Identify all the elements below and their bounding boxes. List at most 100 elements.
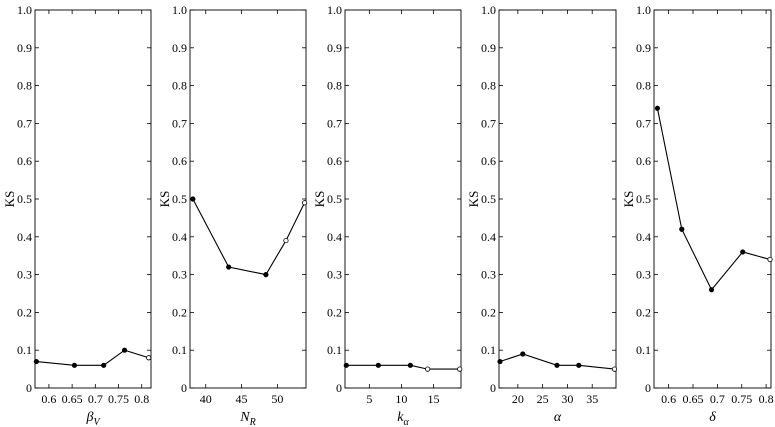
data-point — [740, 249, 746, 255]
y-tick-label: 0 — [26, 381, 32, 395]
y-tick-label: 0.2 — [636, 305, 651, 319]
data-point — [190, 196, 196, 202]
y-tick-label: 0.5 — [172, 192, 187, 206]
x-tick-label: 45 — [236, 392, 248, 406]
y-tick-label: 0.9 — [636, 41, 651, 55]
y-tick-label: 0.1 — [172, 343, 187, 357]
y-tick-label: 0.7 — [327, 116, 342, 130]
subplot-2: 0 0.1 0.2 0.3 0.4 0.5 0.6 0.7 0.8 0.9 1.0 40 45 50 KS N… — [157, 3, 308, 427]
x-tick-label: 25 — [537, 392, 549, 406]
y-tick-label: 0.3 — [17, 268, 32, 282]
data-point — [576, 362, 582, 368]
y-tick-label: 0.4 — [17, 230, 32, 244]
y-tick-label: 0.2 — [327, 305, 342, 319]
plot-frame — [344, 9, 462, 389]
x-tick-label: 0.65 — [62, 392, 83, 406]
y-tick-label: 0.4 — [172, 230, 187, 244]
y-tick-label: 0.7 — [636, 116, 651, 130]
series-line — [656, 108, 771, 291]
series-line — [192, 198, 306, 276]
subplot-3: 0 0.1 0.2 0.3 0.4 0.5 0.6 0.7 0.8 0.9 1.0 5 10 15 KS kα — [312, 3, 463, 427]
data-point — [554, 362, 560, 368]
plot-frame — [34, 9, 152, 389]
y-tick-label: 0 — [181, 381, 187, 395]
subplot-4: 0 0.1 0.2 0.3 0.4 0.5 0.6 0.7 0.8 0.9 1.0 20 25 30 35 K… — [466, 3, 618, 425]
y-tick-label: 0.8 — [327, 79, 342, 93]
data-point — [611, 366, 618, 372]
data-point — [654, 105, 661, 111]
y-tick-label: 0.1 — [481, 343, 496, 357]
y-tick-label: 0.6 — [636, 154, 651, 168]
y-tick-label: 0.9 — [17, 41, 32, 55]
y-tick-label: 0.3 — [172, 268, 187, 282]
y-tick-label: 0.3 — [327, 268, 342, 282]
x-tick-label: 5 — [366, 392, 372, 406]
y-tick-label: 0.6 — [172, 154, 187, 168]
data-point — [146, 355, 152, 361]
y-tick-label: 0.2 — [172, 305, 187, 319]
data-point — [301, 200, 308, 206]
x-tick-label: 0.75 — [108, 392, 129, 406]
y-tick-label: 0.5 — [327, 192, 342, 206]
y-tick-label: 0.8 — [481, 79, 496, 93]
y-axis-label: KS — [2, 191, 17, 208]
y-tick-label: 0.6 — [17, 154, 32, 168]
y-tick-label: 0 — [645, 381, 651, 395]
x-tick-label: 40 — [200, 392, 212, 406]
data-point — [71, 362, 78, 368]
data-point — [767, 256, 773, 263]
x-tick-label: 0.75 — [731, 392, 752, 406]
data-point — [457, 366, 463, 372]
plot-frame — [189, 9, 307, 389]
y-tick-label: 1.0 — [481, 3, 496, 17]
y-tick-label: 0.9 — [172, 41, 187, 55]
y-axis-label: KS — [621, 191, 636, 208]
x-axis-label: NR — [239, 410, 255, 427]
y-tick-label: 0.5 — [481, 192, 496, 206]
y-tick-label: 0.7 — [172, 116, 187, 130]
x-tick-label: 20 — [512, 392, 524, 406]
data-point — [407, 362, 413, 368]
y-tick-label: 0 — [490, 381, 496, 395]
data-point — [343, 362, 349, 368]
y-tick-label: 1.0 — [636, 3, 651, 17]
data-point — [708, 287, 715, 293]
y-tick-label: 0.4 — [327, 230, 342, 244]
data-point — [375, 362, 381, 368]
y-tick-label: 0.1 — [636, 343, 651, 357]
x-tick-label: 0.7 — [88, 392, 103, 406]
y-tick-label: 0.3 — [481, 268, 496, 282]
y-tick-label: 0.2 — [17, 305, 32, 319]
y-tick-label: 0.9 — [327, 41, 342, 55]
x-tick-label: 30 — [561, 392, 573, 406]
y-tick-label: 0.8 — [172, 79, 187, 93]
y-tick-label: 0.9 — [481, 41, 496, 55]
series-line — [346, 364, 460, 370]
x-tick-label: 0.7 — [710, 392, 725, 406]
y-tick-label: 0.6 — [481, 154, 496, 168]
x-tick-label: 15 — [427, 392, 439, 406]
y-tick-label: 0.6 — [327, 154, 342, 168]
x-tick-label: 50 — [271, 392, 283, 406]
x-axis-label: βV — [85, 410, 101, 427]
series-line — [36, 349, 149, 366]
y-axis-label: KS — [466, 191, 481, 208]
y-tick-label: 0.7 — [481, 116, 496, 130]
y-tick-label: 0.4 — [481, 230, 496, 244]
y-tick-label: 1.0 — [327, 3, 342, 17]
y-tick-label: 0.5 — [636, 192, 651, 206]
y-tick-label: 0 — [336, 381, 342, 395]
plot-frame — [653, 9, 772, 389]
data-point — [33, 358, 39, 365]
x-axis-label: α — [554, 410, 562, 425]
subplot-1: 0 0.1 0.2 0.3 0.4 0.5 0.6 0.7 0.8 0.9 1.0 0.6 0.65 0.… — [2, 3, 152, 427]
y-tick-label: 0.8 — [17, 79, 32, 93]
x-tick-label: 35 — [586, 392, 598, 406]
x-tick-label: 0.6 — [41, 392, 56, 406]
data-point — [425, 366, 431, 372]
y-tick-label: 0.8 — [636, 79, 651, 93]
y-tick-label: 0.4 — [636, 230, 651, 244]
y-tick-label: 1.0 — [17, 3, 32, 17]
plot-frame — [498, 9, 617, 389]
